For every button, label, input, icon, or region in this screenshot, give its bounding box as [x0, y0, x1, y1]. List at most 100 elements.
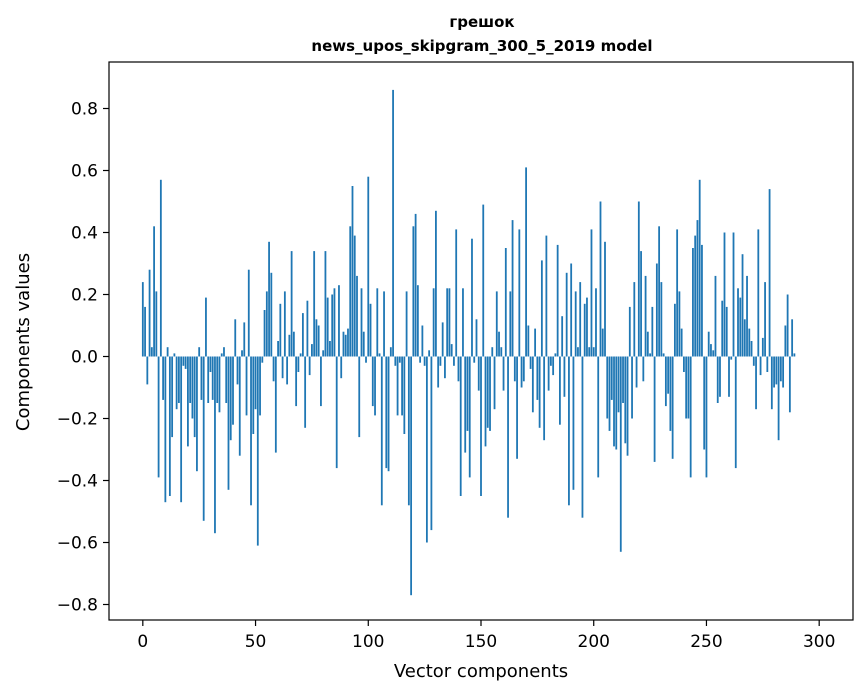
- bar: [719, 356, 721, 397]
- y-tick-label: 0.8: [71, 100, 98, 120]
- bar: [599, 201, 602, 357]
- bar: [520, 356, 523, 388]
- bar: [721, 300, 724, 357]
- bar: [773, 356, 775, 388]
- bar: [162, 356, 165, 400]
- bars-group: [141, 89, 796, 596]
- bar: [714, 275, 717, 357]
- bar: [793, 353, 796, 357]
- bar: [367, 176, 370, 357]
- bar: [660, 282, 663, 357]
- bar: [453, 356, 455, 366]
- bar: [166, 347, 169, 357]
- bar: [141, 282, 144, 357]
- bar: [561, 316, 564, 357]
- bar: [232, 356, 234, 425]
- bar: [764, 282, 766, 357]
- bar: [344, 334, 347, 357]
- bar: [353, 235, 356, 357]
- bar: [261, 356, 264, 363]
- bar: [743, 319, 746, 357]
- bar: [725, 306, 728, 357]
- bar: [205, 297, 207, 357]
- bar: [606, 356, 609, 419]
- bar: [547, 356, 550, 391]
- bar: [491, 347, 494, 357]
- bar: [369, 303, 372, 357]
- bar: [775, 356, 778, 385]
- bar: [655, 263, 658, 357]
- bar: [290, 251, 293, 357]
- bar: [640, 251, 642, 357]
- bar: [306, 300, 309, 357]
- bar: [592, 347, 595, 357]
- bar: [389, 347, 392, 357]
- bar: [746, 275, 748, 357]
- bar: [430, 356, 433, 531]
- bar: [475, 319, 478, 357]
- bar: [428, 350, 431, 357]
- bar: [703, 356, 706, 450]
- bar: [777, 356, 780, 441]
- bar: [265, 291, 268, 357]
- bar: [234, 319, 237, 357]
- bar: [283, 291, 286, 357]
- bar: [710, 344, 712, 357]
- bar: [500, 347, 503, 357]
- bar: [218, 356, 221, 413]
- bar: [737, 288, 739, 357]
- bar: [480, 356, 482, 496]
- bar: [549, 356, 552, 366]
- bar: [459, 356, 462, 496]
- bar: [196, 356, 198, 472]
- bar: [631, 356, 633, 419]
- bar: [259, 356, 261, 416]
- bar: [286, 356, 289, 385]
- bar: [236, 356, 239, 385]
- bar: [653, 356, 656, 462]
- bar: [613, 356, 615, 447]
- bar: [326, 297, 329, 357]
- bar: [626, 356, 629, 456]
- x-tick-label: 300: [803, 632, 835, 652]
- bar: [322, 350, 325, 357]
- bar: [425, 356, 428, 543]
- bar: [360, 288, 363, 357]
- bar: [214, 356, 216, 534]
- bar: [642, 356, 645, 382]
- chart-subtitle: news_upos_skipgram_300_5_2019 model: [311, 37, 652, 55]
- bar: [545, 235, 548, 357]
- bar: [392, 89, 394, 357]
- bar: [779, 356, 782, 382]
- bar: [288, 334, 291, 357]
- bar: [554, 353, 557, 357]
- x-tick-label: 50: [245, 632, 267, 652]
- bar: [317, 325, 320, 357]
- bar: [468, 356, 471, 478]
- bar: [635, 356, 638, 388]
- bar: [268, 241, 270, 357]
- bar: [279, 303, 282, 357]
- bar: [155, 291, 158, 357]
- bar: [687, 356, 690, 419]
- bar: [410, 356, 413, 596]
- bar: [617, 356, 620, 413]
- bar: [157, 356, 160, 478]
- bar: [565, 272, 568, 357]
- bar: [534, 328, 537, 357]
- bar: [498, 331, 500, 357]
- bar: [588, 347, 591, 357]
- bar: [347, 328, 349, 357]
- bar: [511, 220, 514, 357]
- bar: [637, 201, 640, 357]
- bar: [338, 285, 340, 357]
- bar: [466, 356, 469, 431]
- bar: [730, 356, 733, 360]
- bar: [407, 356, 410, 506]
- bar: [421, 325, 424, 357]
- bar: [716, 356, 719, 403]
- bar: [455, 229, 458, 357]
- bar: [698, 179, 701, 357]
- bar: [263, 310, 266, 357]
